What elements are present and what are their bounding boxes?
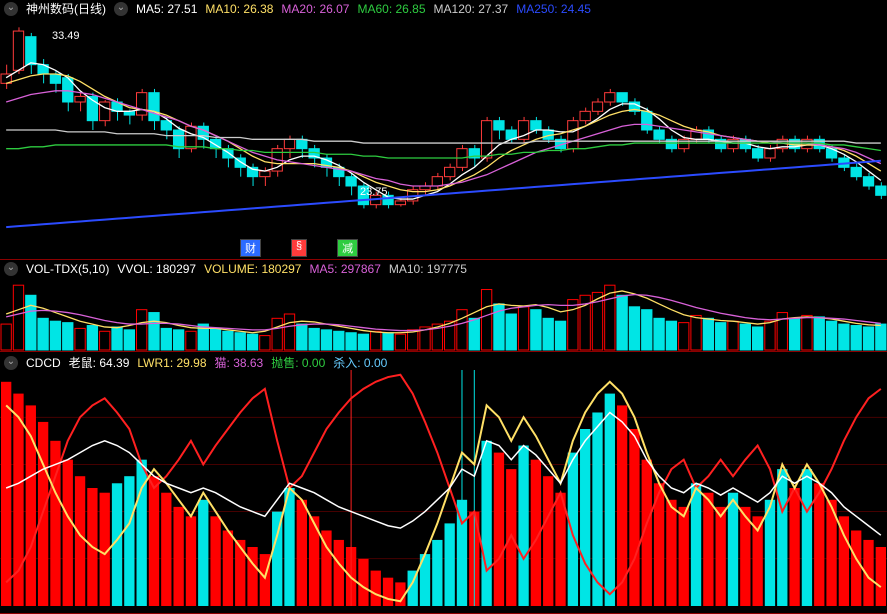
- collapse-icon[interactable]: ⌄: [4, 2, 18, 16]
- vol-title: VOL-TDX(5,10): [26, 262, 109, 276]
- cdcd-label: 杀入: 0.00: [333, 354, 387, 371]
- cdcd-panel[interactable]: ⌄ CDCD 老鼠: 64.39 LWR1: 29.98 猫: 38.63 抛售: 0.0…: [0, 354, 887, 614]
- vol-label: VOLUME: 180297: [204, 262, 301, 276]
- badge[interactable]: 减: [337, 239, 358, 257]
- vol-label: MA5: 297867: [309, 262, 380, 276]
- ma-label: MA20: 26.07: [281, 2, 349, 16]
- price-annotation: 23.75: [360, 186, 388, 198]
- badge-row: 财 § 减: [240, 239, 358, 257]
- ma-label: MA60: 26.85: [357, 2, 425, 16]
- vol-label: VVOL: 180297: [117, 262, 196, 276]
- vol-label: MA10: 197775: [389, 262, 467, 276]
- badge[interactable]: §: [291, 239, 307, 257]
- cdcd-label: LWR1: 29.98: [137, 356, 206, 370]
- cdcd-label: 老鼠: 64.39: [69, 354, 130, 371]
- price-panel[interactable]: ⌄ 神州数码(日线) ⌄ MA5: 27.51 MA10: 26.38 MA20: 26.…: [0, 0, 887, 260]
- ma-label: MA250: 24.45: [516, 2, 591, 16]
- badge[interactable]: 财: [240, 239, 261, 257]
- vol-header: ⌄ VOL-TDX(5,10) VVOL: 180297 VOLUME: 180297…: [4, 262, 467, 276]
- chart-title: 神州数码(日线): [26, 0, 106, 17]
- ma-label: MA5: 27.51: [136, 2, 197, 16]
- price-header: ⌄ 神州数码(日线) ⌄ MA5: 27.51 MA10: 26.38 MA20: 26.…: [4, 0, 591, 17]
- collapse-icon[interactable]: ⌄: [4, 262, 18, 276]
- cdcd-label: 猫: 38.63: [215, 354, 264, 371]
- chart-container: ⌄ 神州数码(日线) ⌄ MA5: 27.51 MA10: 26.38 MA20: 26.…: [0, 0, 887, 614]
- ma-label: MA120: 27.37: [434, 2, 509, 16]
- ma-label: MA10: 26.38: [205, 2, 273, 16]
- volume-panel[interactable]: ⌄ VOL-TDX(5,10) VVOL: 180297 VOLUME: 180297…: [0, 262, 887, 352]
- collapse-icon[interactable]: ⌄: [4, 356, 18, 370]
- settings-icon[interactable]: ⌄: [114, 2, 128, 16]
- price-annotation: 33.49: [52, 30, 80, 42]
- cdcd-title: CDCD: [26, 356, 61, 370]
- cdcd-label: 抛售: 0.00: [271, 354, 325, 371]
- cdcd-header: ⌄ CDCD 老鼠: 64.39 LWR1: 29.98 猫: 38.63 抛售: 0.0…: [4, 354, 387, 371]
